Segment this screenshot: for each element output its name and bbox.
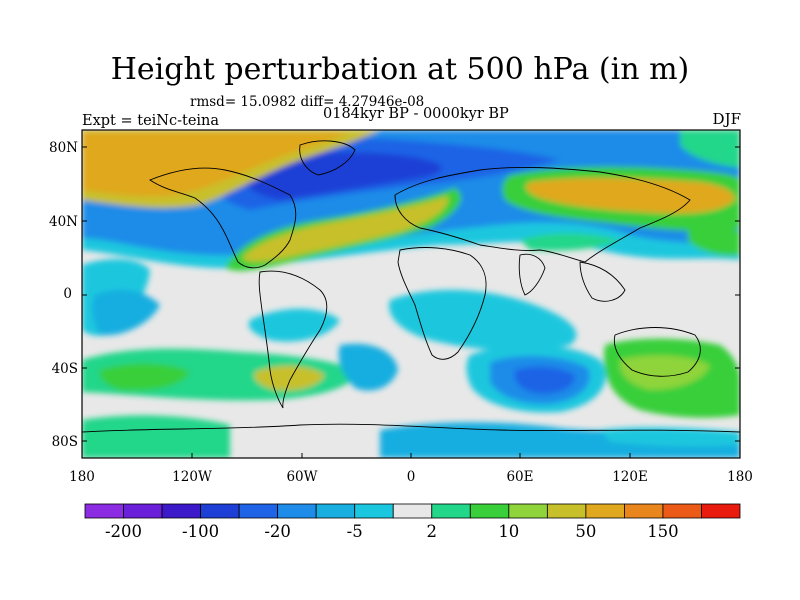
coast-europe-asia <box>394 166 691 263</box>
colorbar-tick-label: 2 <box>427 522 438 541</box>
lat-label: 40N <box>49 214 78 230</box>
colorbar-swatch <box>84 503 124 519</box>
colorbar-swatch <box>277 503 317 519</box>
coast-north-america <box>149 167 297 269</box>
lat-label: 80S <box>52 434 78 450</box>
coast-africa <box>397 247 487 360</box>
contour-australia-yellow <box>619 355 710 390</box>
lat-label: 40S <box>52 361 78 377</box>
colorbar-swatch <box>431 503 471 519</box>
contour-core-deep-blue <box>241 152 442 200</box>
chart-title: Height perturbation at 500 hPa (in m) <box>110 52 690 87</box>
stats-line: rmsd= 15.0982 diff= 4.27946e-08 <box>190 94 425 110</box>
colorbar-tick-label: -200 <box>105 522 142 541</box>
lon-label: 180 <box>69 469 95 485</box>
experiment-label: Expt = teiNc-teina <box>82 113 220 129</box>
lat-label: 0 <box>63 286 72 302</box>
contour-tropic-west-mid <box>92 289 160 336</box>
colorbar-tick-label: -5 <box>347 522 363 541</box>
lat-ticks <box>82 146 740 442</box>
lat-axis: 80N 40N 0 40S 80S <box>49 140 78 450</box>
contour-east-teal <box>520 233 620 251</box>
lon-label: 60W <box>286 469 317 485</box>
coast-australia <box>613 327 701 377</box>
contour-arctic-gold <box>82 132 350 197</box>
colorbar-swatch <box>701 503 741 519</box>
colorbar-swatch <box>508 503 548 519</box>
coast-south-america <box>258 270 328 409</box>
colorbar-swatch <box>315 503 356 519</box>
colorbar-tick-label: -100 <box>182 522 219 541</box>
colorbar <box>84 503 741 519</box>
colorbar-tick-label: -20 <box>264 522 291 541</box>
lon-label: 0 <box>407 469 416 485</box>
colorbar-tick-label: 150 <box>647 522 679 541</box>
colorbar-swatch <box>161 503 201 519</box>
contour-tropic-central-blue <box>389 289 577 351</box>
coast-greenland <box>299 140 356 176</box>
season-label: DJF <box>712 110 741 128</box>
contour-antarctic-east-light <box>600 427 740 447</box>
contour-antarctic-green <box>82 415 230 458</box>
period-label: 0184kyr BP - 0000kyr BP <box>323 106 509 122</box>
lat-label: 80N <box>49 140 78 156</box>
lon-label: 120W <box>172 469 212 485</box>
colorbar-swatch <box>469 503 510 519</box>
contour-pacific-orange <box>525 177 735 214</box>
colorbar-swatch <box>624 503 664 519</box>
map-panel <box>82 130 740 458</box>
colorbar-tick-label: 50 <box>575 522 596 541</box>
contour-east-green <box>688 225 740 256</box>
colorbar-labels: -200 -100 -20 -5 2 10 50 150 <box>105 522 679 541</box>
lon-ticks <box>191 453 631 458</box>
lon-label: 60E <box>506 469 533 485</box>
colorbar-swatch <box>662 503 702 519</box>
coast-antarctica <box>82 423 740 433</box>
lon-label: 180 <box>727 469 753 485</box>
coast-southeast-asia <box>579 261 626 302</box>
contour-south-atlantic-blue <box>338 343 398 391</box>
contour-antarctic-east-blue <box>380 422 740 458</box>
colorbar-swatch <box>546 503 587 519</box>
contour-south-central-yellow <box>254 365 325 391</box>
lon-axis: 180 120W 60W 0 60E 120E 180 <box>69 469 753 485</box>
coast-india <box>518 253 546 296</box>
colorbar-swatch <box>585 503 625 519</box>
colorbar-swatch <box>354 503 394 519</box>
coastlines <box>82 140 740 433</box>
contour-pacific-north-green <box>680 130 740 168</box>
colorbar-swatch <box>238 503 279 519</box>
contour-south-west-green <box>99 363 190 391</box>
colorbar-tick-label: 10 <box>498 522 519 541</box>
lon-label: 120E <box>612 469 648 485</box>
colorbar-swatch <box>392 503 433 519</box>
colorbar-swatch <box>123 503 163 519</box>
contour-tropic-pacific-blue <box>248 308 340 342</box>
contour-indian-low-core <box>514 366 575 394</box>
colorbar-swatch <box>200 503 240 519</box>
contour-fields <box>82 130 740 458</box>
contour-atlantic-yellow <box>242 196 449 262</box>
